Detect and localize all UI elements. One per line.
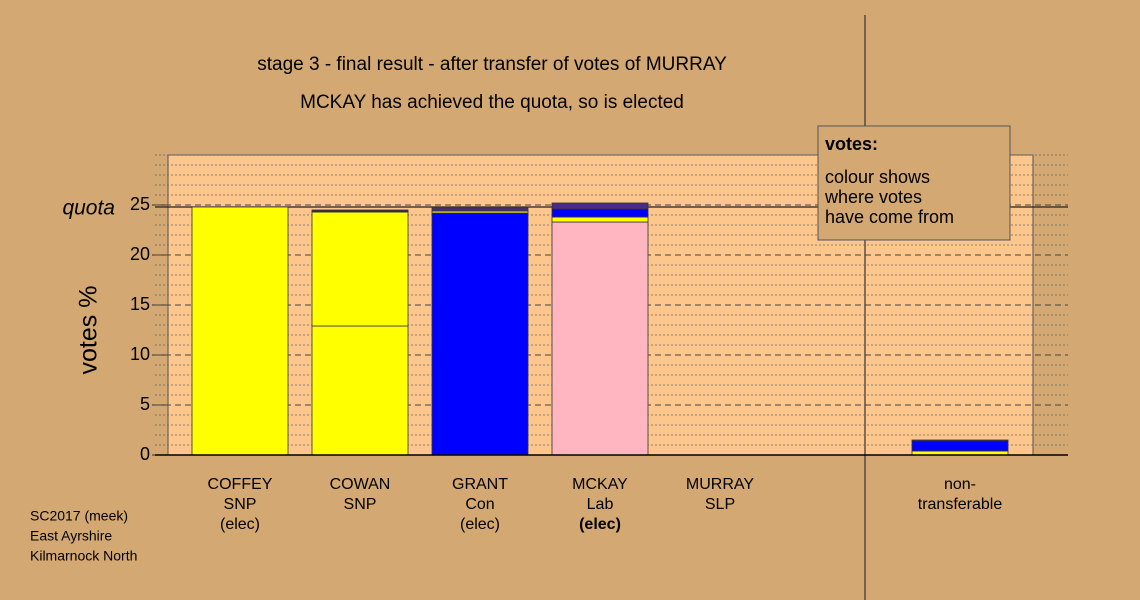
- x-tick-label: GRANT: [452, 476, 508, 493]
- bar-segment: [551, 208, 649, 218]
- footer: Kilmarnock North: [30, 548, 137, 564]
- legend-box: [817, 125, 1011, 241]
- x-tick-label: COFFEY: [208, 476, 273, 493]
- x-tick-label: transferable: [918, 496, 1003, 513]
- y-tick-label: 0: [140, 444, 150, 464]
- x-tick-label: (elec): [220, 516, 260, 533]
- bar-segment: [911, 440, 1009, 452]
- x-tick-label: SNP: [224, 496, 257, 513]
- x-tick-label: (elec): [460, 516, 500, 533]
- x-tick-label: COWAN: [330, 476, 391, 493]
- x-tick-label: SLP: [705, 496, 735, 513]
- y-tick-label: 5: [140, 394, 150, 414]
- legend-text: have come from: [825, 207, 954, 227]
- bar-segment: [911, 439, 1009, 442]
- footer: SC2017 (meek): [30, 508, 128, 524]
- bar-segment: [551, 202, 649, 210]
- bar-segment: [311, 211, 409, 327]
- y-tick-label: 20: [130, 244, 150, 264]
- x-tick-label: MCKAY: [572, 476, 628, 493]
- bar-segment: [431, 212, 529, 456]
- legend: votes: colour shows where votes have com…: [817, 125, 1011, 241]
- quota-label: quota: [62, 197, 115, 220]
- bar-segment: [551, 216, 649, 223]
- legend-text: colour shows: [825, 167, 930, 187]
- legend-text: where votes: [824, 187, 922, 207]
- x-tick-label: SNP: [344, 496, 377, 513]
- y-axis-label: votes %: [75, 286, 103, 375]
- x-tick-label: (elec): [579, 516, 621, 533]
- x-tick-label: Lab: [587, 496, 614, 513]
- chart-title: stage 3 - final result - after transfer …: [257, 54, 727, 75]
- bar-segment: [191, 206, 289, 456]
- bar-segment: [311, 209, 409, 212]
- y-tick-label: 15: [130, 294, 150, 314]
- bar-segment: [311, 325, 409, 456]
- footer: East Ayrshire: [30, 528, 112, 544]
- x-tick-label: non-: [944, 476, 976, 493]
- x-tick-label: Con: [465, 496, 494, 513]
- x-tick-label: MURRAY: [686, 476, 754, 493]
- bar-segment: [431, 207, 529, 212]
- y-tick-label: 25: [130, 194, 150, 214]
- legend-title: votes:: [825, 134, 878, 154]
- chart-subtitle: MCKAY has achieved the quota, so is elec…: [300, 92, 684, 113]
- y-tick-label: 10: [130, 344, 150, 364]
- bar-segment: [551, 221, 649, 456]
